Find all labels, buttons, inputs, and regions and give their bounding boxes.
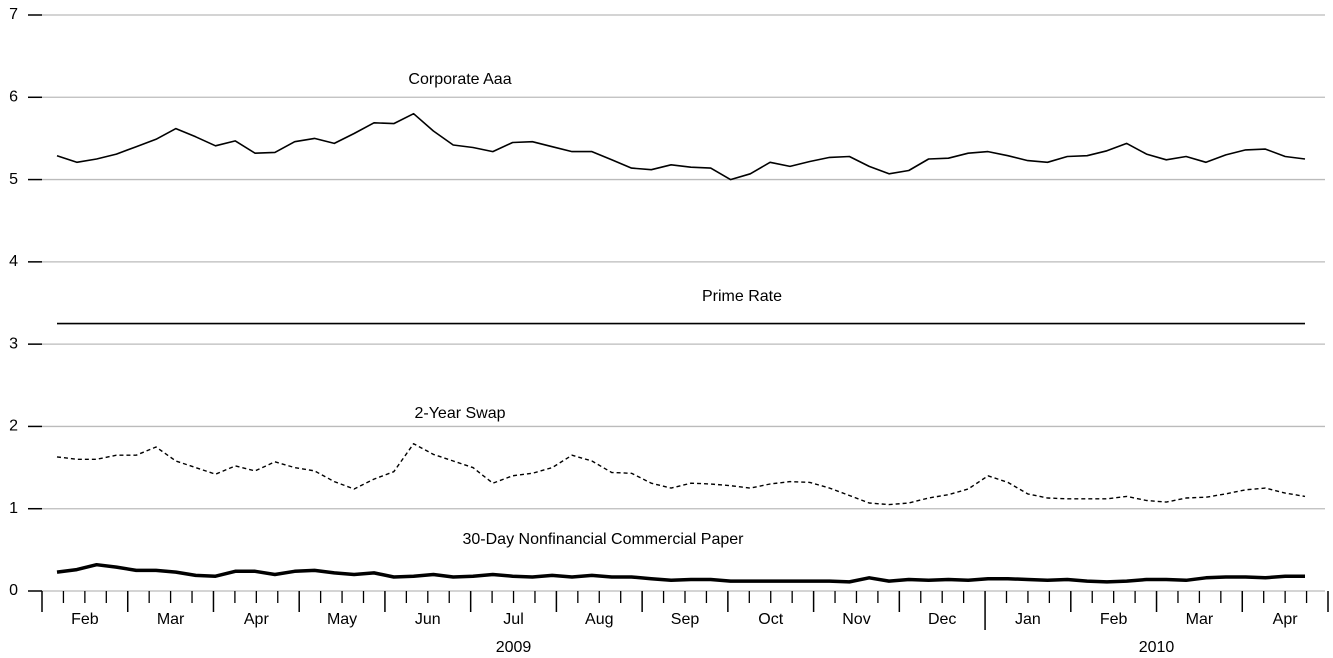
x-tick-label: Mar (157, 611, 185, 628)
y-tick-label: 5 (9, 171, 18, 188)
series-line (56, 112, 1306, 181)
x-tick-label: Jun (415, 611, 441, 628)
y-tick-label: 7 (9, 6, 18, 23)
x-tick-label: Nov (842, 611, 870, 628)
x-tick-label: Dec (928, 611, 956, 628)
x-tick-label: Aug (585, 611, 613, 628)
x-tick-label: Oct (758, 611, 783, 628)
x-tick-label: Apr (1273, 611, 1299, 628)
series-label: Corporate Aaa (408, 71, 511, 88)
x-tick-label: Jul (503, 611, 523, 628)
x-tick-label: Sep (671, 611, 700, 628)
x-tick-label: Feb (1100, 611, 1128, 628)
y-tick-label: 0 (9, 582, 18, 599)
y-tick-label: 3 (9, 335, 18, 352)
series-label: 30-Day Nonfinancial Commercial Paper (462, 531, 744, 548)
y-tick-label: 6 (9, 89, 18, 106)
y-tick-label: 1 (9, 500, 18, 517)
year-label: 2010 (1139, 639, 1175, 656)
series-label: Prime Rate (702, 288, 782, 305)
year-label: 2009 (496, 639, 532, 656)
series-line (56, 562, 1305, 584)
x-tick-label: Apr (244, 611, 270, 628)
y-tick-label: 4 (9, 253, 18, 270)
series-label: 2-Year Swap (414, 405, 505, 422)
x-tick-label: Jan (1015, 611, 1041, 628)
x-tick-label: May (327, 611, 357, 628)
x-tick-label: Feb (71, 611, 99, 628)
x-tick-label: Mar (1186, 611, 1214, 628)
series-line (56, 443, 1306, 506)
y-tick-label: 2 (9, 418, 18, 435)
